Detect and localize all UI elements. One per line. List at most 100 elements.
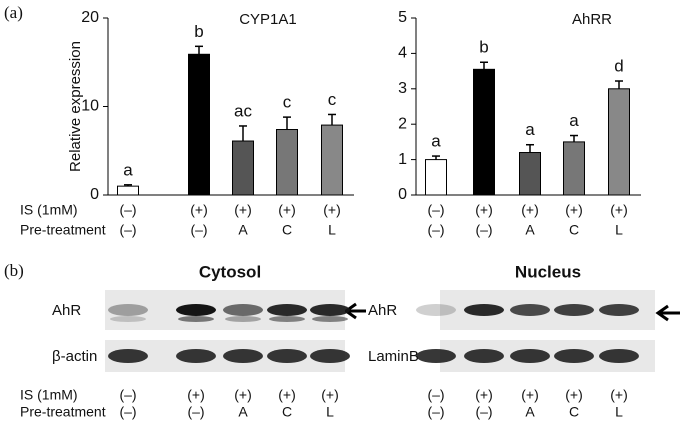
blot-band	[554, 349, 594, 363]
blot-band	[416, 349, 456, 363]
blot-band	[176, 349, 216, 363]
x-tick-label: A	[525, 222, 535, 238]
significance-letter: b	[479, 38, 488, 57]
blot-band	[599, 304, 639, 316]
blot-band	[510, 349, 550, 363]
blot-title: Nucleus	[515, 262, 581, 281]
x-tick-label: (–)	[427, 202, 444, 218]
x-tick-label: (+)	[190, 202, 208, 218]
significance-letter: d	[614, 56, 623, 75]
lane-label: C	[282, 404, 292, 420]
x-tick-label: (+)	[475, 202, 493, 218]
blot-band	[110, 316, 146, 322]
chart-title: CYP1A1	[239, 11, 297, 28]
lane-label: (–)	[187, 404, 204, 420]
blot-title: Cytosol	[199, 262, 261, 281]
significance-letter: a	[525, 120, 535, 139]
lane-label: (–)	[427, 387, 444, 403]
blot-row-label: AhR	[52, 302, 81, 319]
bar	[519, 152, 541, 196]
x-tick-label: (–)	[475, 222, 492, 238]
significance-letter: c	[283, 93, 292, 112]
lane-label: (–)	[119, 387, 136, 403]
row-label: Pre-treatment	[20, 404, 106, 420]
chart-title: AhRR	[572, 11, 612, 28]
lane-label: (+)	[475, 387, 493, 403]
blot-band	[225, 316, 261, 322]
blot-band	[416, 304, 456, 316]
y-tick-label: 2	[398, 115, 407, 132]
significance-letter: a	[431, 132, 441, 151]
bar	[425, 159, 447, 196]
x-tick-label: L	[328, 222, 336, 238]
blot-band	[312, 316, 348, 322]
blot-band	[223, 304, 263, 316]
lane-label: (+)	[610, 387, 628, 403]
blot-band	[510, 304, 550, 316]
blot-row-label: LaminB	[368, 348, 419, 365]
blot-row-label: β-actin	[52, 348, 97, 365]
lane-label: L	[615, 404, 623, 420]
lane-label: (–)	[427, 404, 444, 420]
x-tick-label: L	[615, 222, 623, 238]
y-tick-label: 20	[81, 9, 99, 26]
blot-band	[464, 304, 504, 316]
significance-letter: a	[569, 111, 579, 130]
x-tick-label: (+)	[278, 202, 296, 218]
significance-letter: ac	[234, 101, 252, 120]
bar	[188, 53, 210, 196]
x-tick-label: (–)	[190, 222, 207, 238]
lane-label: (+)	[521, 387, 539, 403]
blot-band	[267, 304, 307, 316]
blot-band	[310, 304, 350, 316]
x-tick-label: (+)	[565, 202, 583, 218]
blot-band	[223, 349, 263, 363]
blot-band	[108, 349, 148, 363]
blot-band	[267, 349, 307, 363]
x-tick-label: (–)	[119, 202, 136, 218]
x-tick-label: (+)	[610, 202, 628, 218]
x-tick-label: A	[238, 222, 248, 238]
bar	[608, 88, 630, 196]
y-tick-label: 0	[398, 186, 407, 203]
bar	[563, 141, 585, 196]
x-tick-label: (+)	[323, 202, 341, 218]
blot-band	[599, 349, 639, 363]
panel-label: (b)	[4, 261, 24, 280]
x-tick-label: (+)	[521, 202, 539, 218]
lane-label: (–)	[475, 404, 492, 420]
x-tick-label: (–)	[119, 222, 136, 238]
significance-letter: a	[123, 160, 133, 179]
y-tick-label: 4	[398, 45, 407, 62]
lane-label: (+)	[565, 387, 583, 403]
panel-label: (a)	[4, 3, 23, 22]
blot-band	[464, 349, 504, 363]
bar	[276, 129, 298, 196]
row-label: IS (1mM)	[20, 202, 78, 218]
y-tick-label: 0	[90, 186, 99, 203]
row-label: IS (1mM)	[20, 387, 78, 403]
lane-label: C	[569, 404, 579, 420]
lane-label: (+)	[278, 387, 296, 403]
blot-band	[554, 304, 594, 316]
lane-label: (+)	[234, 387, 252, 403]
lane-label: A	[525, 404, 535, 420]
x-tick-label: C	[282, 222, 292, 238]
y-tick-label: 10	[81, 98, 99, 115]
blot-band	[310, 349, 350, 363]
blot-row-label: AhR	[368, 302, 397, 319]
lane-label: L	[326, 404, 334, 420]
lane-label: (–)	[119, 404, 136, 420]
y-axis-label: Relative expression	[67, 41, 84, 172]
y-tick-label: 5	[398, 9, 407, 26]
row-label: Pre-treatment	[20, 222, 106, 238]
lane-label: (+)	[187, 387, 205, 403]
significance-letter: b	[194, 22, 203, 41]
bar	[117, 185, 139, 196]
blot-band	[269, 316, 305, 322]
significance-letter: c	[328, 90, 337, 109]
x-tick-label: (–)	[427, 222, 444, 238]
y-tick-label: 1	[398, 151, 407, 168]
y-tick-label: 3	[398, 80, 407, 97]
